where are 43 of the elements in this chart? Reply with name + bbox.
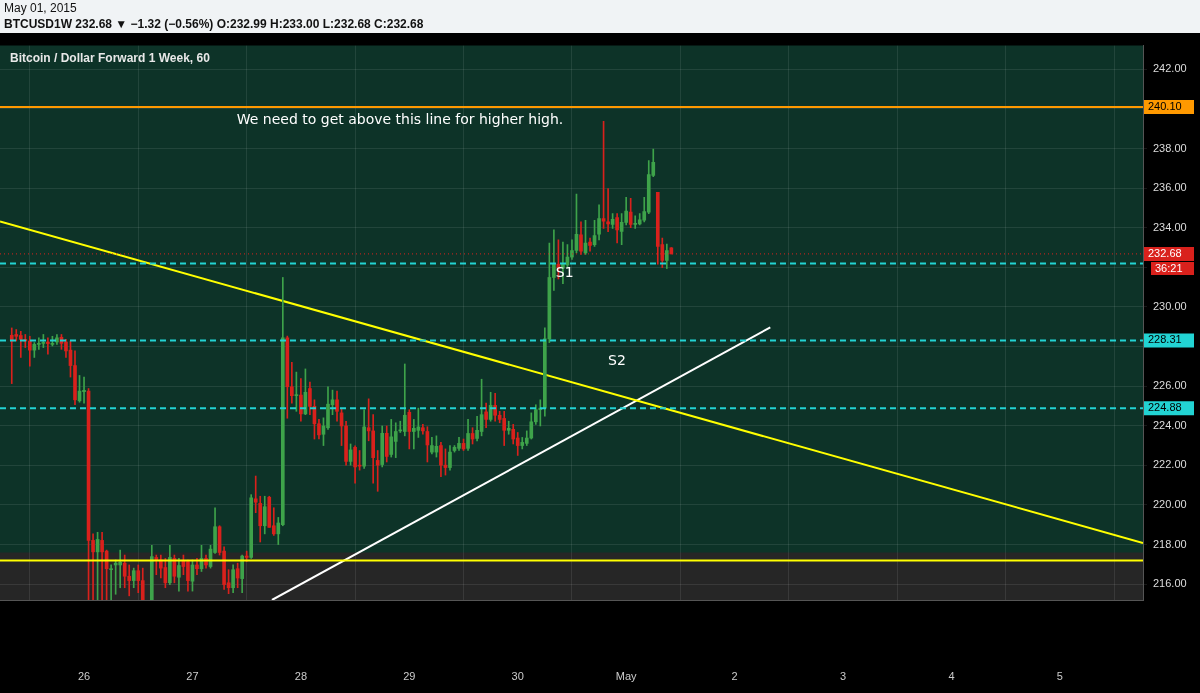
candlestick xyxy=(82,376,86,404)
text: May 01, 2015 xyxy=(4,0,78,16)
candlestick xyxy=(100,531,104,600)
candlestick xyxy=(412,419,416,450)
candlestick xyxy=(375,450,380,492)
x-tick-label: 28 xyxy=(294,669,308,682)
annotation: S2 xyxy=(608,352,626,369)
y-tick-label: 226.00 xyxy=(1153,379,1187,392)
y-tick-label: 218.00 xyxy=(1153,537,1187,550)
candlestick xyxy=(37,337,41,350)
y-tick-label: 222.00 xyxy=(1153,458,1187,471)
ref-line-label: 224.88 xyxy=(1148,401,1182,414)
x-tick-label: 26 xyxy=(77,669,91,682)
text: Bitcoin / Dollar Forward 1 Week, 60 xyxy=(10,50,211,65)
x-tick-label: 5 xyxy=(1056,669,1063,682)
candlestick xyxy=(109,564,113,600)
candlestick xyxy=(606,188,610,233)
x-tick-label: 2 xyxy=(731,669,738,682)
y-tick-label: 216.00 xyxy=(1153,577,1187,590)
y-tick-label: 220.00 xyxy=(1153,497,1187,510)
x-tick-label: 4 xyxy=(948,669,955,682)
chart-subtitle: BTCUSD1W 232.68 ▼ −1.32 (−0.56%) O:232.99 H:233.00 L:232.68 C:232.68 xyxy=(4,16,425,32)
text: 36:21 xyxy=(1155,261,1183,274)
y-tick-label: 236.00 xyxy=(1153,181,1187,194)
y-tick-label: 238.00 xyxy=(1153,141,1187,154)
x-tick-label: 30 xyxy=(511,669,524,682)
candlestick xyxy=(46,337,50,355)
x-tick-label: May xyxy=(615,669,638,682)
y-tick-label: 230.00 xyxy=(1153,299,1187,312)
x-tick-label: 3 xyxy=(839,669,847,682)
y-tick-label: 234.00 xyxy=(1153,220,1187,233)
y-tick-label: 242.00 xyxy=(1153,62,1187,75)
ref-line-label: 232.68 xyxy=(1148,246,1182,259)
x-tick-label: 29 xyxy=(403,669,416,682)
candlestick xyxy=(506,420,511,435)
candlestick xyxy=(633,215,638,229)
x-tick-label: 27 xyxy=(186,669,199,682)
annotation: We need to get above this line for higher high. xyxy=(236,111,564,128)
ref-line-label: 240.10 xyxy=(1148,100,1182,113)
candlestick xyxy=(118,549,122,589)
candlestick xyxy=(18,330,23,358)
ref-line-label: 228.31 xyxy=(1148,333,1182,346)
y-tick-label: 224.00 xyxy=(1153,418,1187,431)
